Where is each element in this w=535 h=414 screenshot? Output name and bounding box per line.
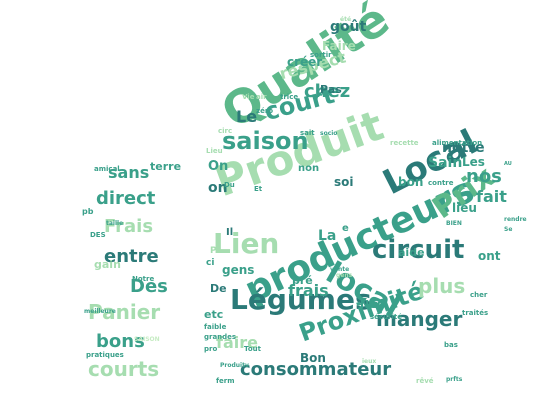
cloud-word: rendre [504,216,527,224]
cloud-word: Produitv [220,362,249,370]
cloud-word: circuit [372,235,465,266]
cloud-word: pré [292,274,313,288]
cloud-word: ci [206,257,215,268]
cloud-word: prfts [446,376,463,384]
cloud-word: sans [108,163,150,183]
cloud-word: Faire [322,39,356,54]
cloud-word: gain [94,258,121,272]
cloud-word: La [318,227,337,244]
cloud-word: cher [470,291,488,300]
cloud-word: trice [280,93,299,102]
cloud-word: traités [462,309,489,318]
cloud-word: sait [300,129,315,138]
cloud-word: ont [478,249,501,264]
cloud-word: faire [216,333,258,353]
cloud-word: notre [442,139,485,156]
cloud-word: Des [130,275,168,297]
cloud-word: contre [428,179,454,188]
cloud-word: soi [334,175,354,190]
cloud-word: alimentation [432,139,483,148]
cloud-word: ieux [362,358,377,366]
cloud-word: recette [390,139,419,148]
cloud-word: ferm [216,377,235,386]
cloud-word: Du [224,181,235,190]
cloud-word: lieu [452,201,477,216]
cloud-word: bons [96,330,145,352]
cloud-word: entre [104,245,159,267]
cloud-word: Tout [244,345,261,354]
cloud-word: pro [204,345,218,354]
cloud-word: AU [504,161,512,167]
cloud-word: Légumes [230,282,372,316]
cloud-word: gens [336,272,353,280]
cloud-word: Lien [213,226,280,260]
cloud-word: air [256,93,267,102]
cloud-word: Sain [428,154,463,171]
cloud-word: chez [304,80,351,102]
cloud-word: zéro [256,107,274,116]
cloud-word: on [208,179,228,196]
cloud-word: Les [462,155,485,170]
cloud-word: BIEN [446,220,462,228]
cloud-word: Notre [132,275,155,284]
cloud-word: rêvé [416,377,434,386]
cloud-word: vente [330,266,350,274]
cloud-word: grandes [204,333,237,342]
cloud-word: DES [90,231,106,240]
cloud-word: De [210,282,227,296]
cloud-word: direct [96,187,156,209]
cloud-word: Ne [360,298,377,312]
cloud-word: aide [398,246,425,260]
cloud-word: Vie [242,93,255,102]
cloud-word: socio [320,130,338,138]
cloud-word: e [342,223,349,234]
cloud-word: nos [466,165,502,187]
cloud-word: frais [288,281,329,301]
cloud-word: sécurité [370,313,402,322]
cloud-word: bon [398,175,424,190]
cloud-word: courts [88,357,160,381]
cloud-word: Lieu [206,147,223,156]
cloud-word: taille [106,220,124,228]
cloud-word: SAISON [134,336,160,344]
cloud-word: faible [204,323,227,332]
cloud-word: Bon [300,351,326,366]
cloud-word: Se [504,226,513,234]
cloud-word: Pas [320,83,342,97]
cloud-word: manger [376,307,463,331]
cloud-word: consommateur [240,358,392,380]
cloud-word: amical [94,165,120,174]
cloud-word: P [210,245,217,256]
cloud-word: goût [330,18,367,35]
cloud-word: meilleure [84,308,116,316]
cloud-word: terre [150,160,182,174]
cloud-word: Frais [104,215,154,237]
cloud-word: etc [204,308,224,322]
cloud-word: saison [222,126,309,155]
cloud-word: circ [218,127,233,136]
cloud-word: On [208,158,229,174]
cloud-word: Panier [88,300,161,324]
cloud-word: Il [226,227,234,238]
cloud-word: fait [476,187,507,207]
cloud-word: pratiques [86,351,124,360]
cloud-word: été [340,16,352,24]
cloud-word: gens [222,263,255,278]
cloud-word: plus [418,274,466,298]
cloud-word: pb [82,206,94,216]
cloud-word: bas [444,341,458,350]
cloud-word: Le [236,107,258,127]
cloud-word: non [298,163,320,174]
cloud-word: sortir [310,51,332,60]
cloud-word: Et [254,185,263,194]
cloud-word: créer [287,55,323,70]
